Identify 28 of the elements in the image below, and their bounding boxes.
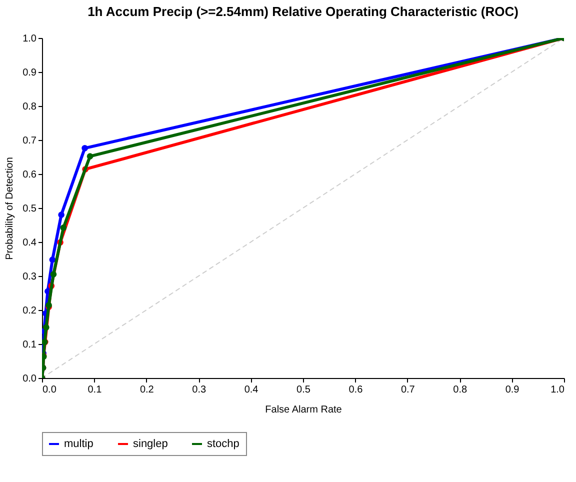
- x-tick-label: 0.4: [244, 384, 259, 396]
- legend-label: multip: [64, 438, 94, 450]
- y-tick-label: 1.0: [22, 34, 37, 44]
- x-tick-label: 0.3: [192, 384, 206, 396]
- x-tick-label: 1.0: [550, 384, 565, 396]
- legend-label: singlep: [133, 438, 168, 450]
- y-tick-label: 0.5: [22, 204, 37, 214]
- x-tick-label: 0.6: [348, 384, 364, 396]
- x-axis-title: False Alarm Rate: [265, 404, 342, 416]
- y-tick-label: 0.0: [22, 374, 37, 384]
- y-tick-label: 0.8: [22, 102, 37, 112]
- y-tick-label: 0.6: [22, 170, 37, 180]
- x-tick-label: 0.0: [42, 384, 57, 396]
- x-tick-label: 0.2: [140, 384, 154, 396]
- y-tick-label: 0.7: [22, 136, 37, 146]
- x-tick-label: 0.9: [505, 384, 520, 396]
- x-tick-label: 0.1: [88, 384, 102, 396]
- x-tick-label: 0.7: [400, 384, 416, 396]
- x-tick-label: 0.8: [453, 384, 468, 396]
- y-tick-label: 0.3: [22, 272, 37, 282]
- y-tick-label: 0.9: [22, 68, 37, 78]
- y-tick-label: 0.1: [22, 340, 37, 350]
- y-tick-label: 0.4: [22, 238, 37, 248]
- legend-label: stochp: [207, 438, 240, 450]
- x-tick-label: 0.5: [296, 384, 311, 396]
- chart-title: 1h Accum Precip (>=2.54mm) Relative Operating Characteristic (ROC): [88, 4, 518, 19]
- y-axis-title: Probability of Detection: [4, 157, 16, 260]
- y-tick-label: 0.2: [22, 306, 37, 316]
